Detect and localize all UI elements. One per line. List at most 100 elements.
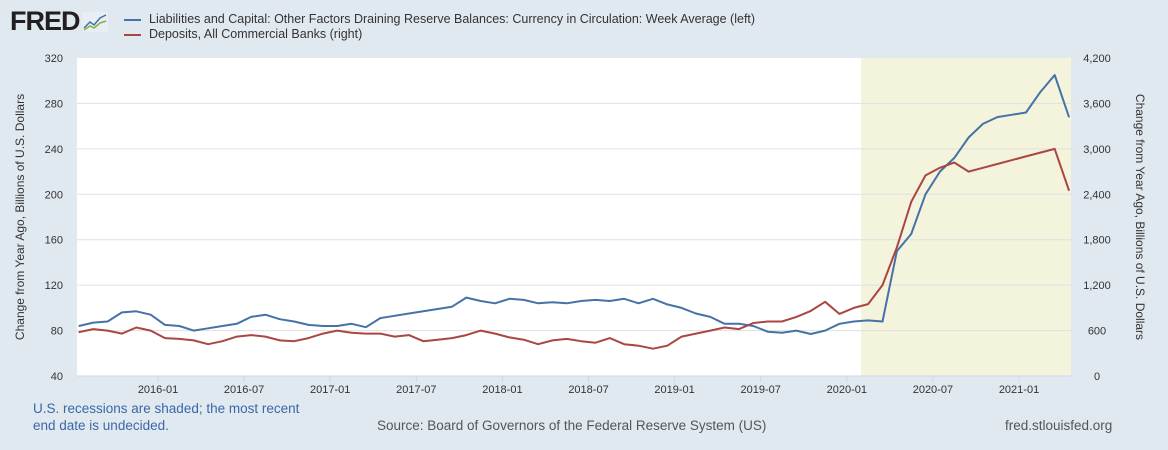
data-point <box>681 336 683 338</box>
data-point <box>781 320 783 323</box>
legend-label: Deposits, All Commercial Banks (right) <box>149 27 363 41</box>
data-point <box>853 320 855 323</box>
data-point <box>982 167 984 169</box>
data-point <box>896 246 898 248</box>
data-point <box>1068 189 1070 192</box>
y-left-tick-label: 280 <box>45 98 63 110</box>
data-point <box>709 316 711 318</box>
data-point <box>1068 116 1070 118</box>
data-point <box>695 312 697 315</box>
x-tick-label: 2019-01 <box>654 384 694 396</box>
data-point <box>480 300 482 302</box>
data-point <box>264 314 267 316</box>
data-point <box>437 339 439 341</box>
y-right-tick-label: 3,600 <box>1083 98 1111 110</box>
x-tick-label: 2020-01 <box>827 384 867 396</box>
legend-swatch <box>124 33 141 36</box>
data-point <box>92 328 94 330</box>
site-link[interactable]: fred.stlouisfed.org <box>1005 418 1113 433</box>
data-point <box>164 324 166 326</box>
data-point <box>221 340 223 342</box>
data-point <box>422 340 424 342</box>
data-point <box>623 343 625 345</box>
data-point <box>279 318 281 320</box>
data-point <box>1011 114 1013 116</box>
x-tick-label: 2018-01 <box>482 384 522 396</box>
data-point <box>379 333 381 335</box>
recession-shade <box>861 58 1071 376</box>
data-point <box>537 302 539 304</box>
data-point <box>968 136 970 139</box>
data-point <box>767 331 769 333</box>
data-point <box>135 310 137 312</box>
data-point <box>293 320 295 323</box>
data-point <box>178 338 180 340</box>
data-point <box>781 332 783 334</box>
legend-item-currency[interactable]: Liabilities and Capital: Other Factors D… <box>124 12 755 27</box>
source-text: Source: Board of Governors of the Federa… <box>377 418 767 433</box>
data-point <box>853 307 855 309</box>
x-tick-label: 2018-07 <box>568 384 608 396</box>
data-point <box>394 315 396 317</box>
data-point <box>523 299 525 301</box>
data-point <box>752 325 754 327</box>
data-point <box>350 332 353 334</box>
data-point <box>953 161 955 164</box>
data-point <box>307 337 310 339</box>
data-point <box>738 323 740 325</box>
data-point <box>939 167 941 169</box>
data-point <box>709 329 711 332</box>
data-point <box>164 337 166 339</box>
y-right-tick-label: 1,200 <box>1083 280 1111 292</box>
y-right-tick-label: 3,000 <box>1083 144 1111 156</box>
x-tick-label: 2021-01 <box>999 384 1039 396</box>
data-point <box>996 116 998 118</box>
y-right-tick-label: 4,200 <box>1083 53 1111 65</box>
fred-logo[interactable]: FRED <box>10 6 108 37</box>
data-point <box>1054 148 1056 150</box>
data-point <box>408 312 410 315</box>
data-point <box>795 316 798 318</box>
data-point <box>953 157 955 159</box>
data-point <box>838 323 841 325</box>
data-point <box>968 170 970 173</box>
data-point <box>609 337 611 339</box>
data-point <box>121 311 123 313</box>
data-point <box>394 336 396 338</box>
data-point <box>795 329 798 332</box>
data-point <box>838 313 841 315</box>
data-point <box>824 329 826 332</box>
data-point <box>322 333 324 335</box>
data-point <box>336 325 338 327</box>
data-point <box>193 329 195 332</box>
data-point <box>92 322 94 324</box>
data-point <box>580 300 582 302</box>
data-point <box>480 329 482 332</box>
data-point <box>594 342 597 344</box>
data-point <box>609 300 611 302</box>
data-point <box>681 307 683 309</box>
data-point <box>379 317 381 319</box>
data-point <box>336 329 338 332</box>
data-point <box>551 339 554 342</box>
data-point <box>623 298 625 300</box>
y-left-tick-label: 320 <box>45 53 63 65</box>
data-point <box>365 333 367 335</box>
data-point <box>78 325 80 327</box>
data-point <box>451 306 453 308</box>
data-point <box>881 320 884 323</box>
y-left-axis-title: Change from Year Ago, Billions of U.S. D… <box>13 94 27 340</box>
y-left-tick-label: 200 <box>45 189 63 201</box>
y-right-tick-label: 600 <box>1088 326 1106 338</box>
data-point <box>695 333 697 335</box>
data-point <box>867 303 869 305</box>
data-point <box>566 338 568 340</box>
x-tick-label: 2019-07 <box>741 384 781 396</box>
legend-item-deposits[interactable]: Deposits, All Commercial Banks (right) <box>124 27 755 42</box>
data-point <box>465 297 467 299</box>
data-point <box>924 174 927 176</box>
data-point <box>150 329 152 332</box>
data-point <box>637 345 640 347</box>
